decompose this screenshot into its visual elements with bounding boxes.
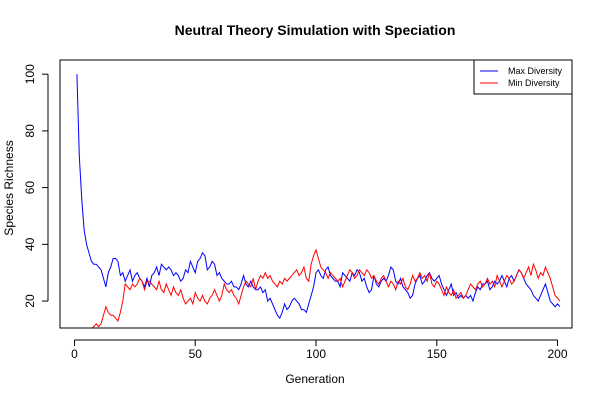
y-tick-label: 40 — [23, 237, 37, 251]
x-axis: 0 50 100 150 200 — [71, 339, 568, 361]
x-tick-label: 0 — [71, 347, 78, 361]
y-axis-title: Species Richness — [2, 140, 16, 235]
legend: Max Diversity Min Diversity — [473, 59, 573, 95]
y-tick-label: 60 — [23, 181, 37, 195]
series-layer — [76, 74, 561, 328]
y-axis: 20 40 60 80 100 — [23, 64, 49, 308]
x-tick-label: 200 — [547, 347, 567, 361]
legend-label: Max Diversity — [508, 66, 563, 76]
x-tick-label: 50 — [189, 347, 203, 361]
y-tick-label: 80 — [23, 124, 37, 138]
y-tick-label: 20 — [23, 294, 37, 308]
x-axis-title: Generation — [285, 372, 344, 386]
x-tick-label: 150 — [427, 347, 447, 361]
series-line-min-diversity — [91, 248, 561, 328]
x-tick-label: 100 — [306, 347, 326, 361]
chart-title: Neutral Theory Simulation with Speciatio… — [175, 22, 456, 38]
legend-label: Min Diversity — [508, 78, 560, 88]
y-tick-label: 100 — [23, 64, 37, 84]
legend-box — [473, 59, 573, 95]
plot-border — [59, 59, 573, 329]
series-line-max-diversity — [76, 74, 561, 320]
